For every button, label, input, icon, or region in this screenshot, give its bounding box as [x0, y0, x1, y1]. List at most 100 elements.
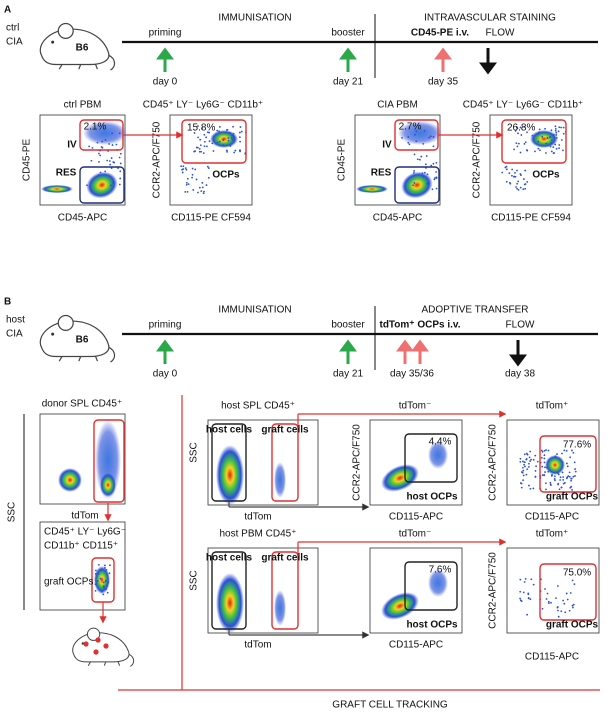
density — [398, 121, 442, 145]
event-dot — [563, 449, 566, 452]
arrow — [156, 47, 174, 72]
event-dot — [519, 186, 522, 189]
event-dot — [104, 170, 107, 173]
event-dot — [570, 485, 573, 488]
event-dot — [544, 471, 546, 473]
event-dot — [553, 134, 555, 136]
label: OCPs — [212, 170, 240, 181]
event-dot — [432, 136, 435, 138]
event-dot — [408, 143, 411, 146]
event-dot — [218, 140, 221, 143]
label: graft cells — [261, 425, 309, 436]
event-dot — [516, 145, 519, 148]
label: graft cells — [261, 553, 309, 564]
event-dot — [571, 449, 573, 452]
event-dot — [519, 482, 522, 484]
event-dot — [555, 136, 558, 139]
event-dot — [526, 468, 529, 471]
event-dot — [206, 145, 208, 148]
label: CCR2-APC/F750 — [152, 121, 163, 198]
event-dot — [99, 577, 102, 580]
label: host — [6, 315, 25, 326]
event-dot — [201, 186, 204, 189]
arrow — [396, 339, 414, 364]
label: day 21 — [333, 77, 363, 88]
density — [381, 464, 419, 492]
label: CD45-APC — [373, 213, 422, 224]
event-dot — [529, 487, 532, 490]
event-dot — [572, 603, 575, 606]
label: RES — [56, 168, 77, 179]
event-dot — [206, 165, 209, 168]
plot-frame — [39, 114, 126, 206]
event-dot — [216, 129, 219, 132]
density — [216, 445, 244, 505]
gate — [394, 166, 440, 204]
event-dot — [556, 585, 559, 587]
label: day 0 — [153, 77, 178, 88]
event-dot — [519, 126, 522, 129]
event-dot — [186, 177, 189, 180]
event-dot — [572, 475, 575, 478]
event-dot — [118, 132, 121, 135]
event-dot — [523, 125, 526, 128]
event-dot — [534, 150, 536, 153]
event-dot — [513, 148, 515, 151]
event-dot — [560, 126, 562, 129]
label: host SPL CD45⁺ — [221, 401, 295, 412]
event-dot — [197, 125, 199, 127]
event-dot — [185, 183, 188, 186]
event-dot — [522, 469, 525, 472]
event-dot — [523, 463, 525, 466]
event-dot — [232, 136, 235, 139]
event-dot — [401, 137, 403, 139]
event-dot — [543, 457, 546, 460]
event-dot — [549, 145, 552, 148]
plot-frame — [169, 114, 253, 206]
event-dot — [240, 130, 243, 133]
event-dot — [524, 183, 527, 185]
label: graft OCPs — [546, 620, 599, 631]
event-dot — [517, 142, 520, 145]
event-dot — [543, 450, 546, 452]
gate — [271, 551, 299, 630]
event-dot — [558, 144, 561, 146]
event-dot — [425, 155, 428, 157]
event-dot — [522, 178, 525, 180]
event-dot — [106, 584, 108, 587]
event-dot — [109, 163, 112, 166]
event-dot — [96, 141, 99, 144]
event-dot — [543, 474, 546, 476]
event-dot — [232, 135, 235, 138]
tracking-line — [118, 395, 600, 691]
event-dot — [564, 611, 567, 614]
label: CCR2-APC/F750 — [472, 121, 483, 198]
event-dot — [88, 145, 91, 148]
density — [401, 171, 433, 199]
label: FLOW — [506, 320, 535, 331]
event-dot — [504, 166, 507, 169]
event-dot — [515, 142, 518, 145]
event-dot — [522, 460, 524, 463]
event-dot — [192, 189, 195, 191]
plot-frame — [506, 547, 600, 634]
event-dot — [550, 601, 552, 604]
event-dot — [544, 152, 547, 154]
event-dot — [108, 143, 111, 145]
event-dot — [529, 598, 532, 601]
label: graft OCPs — [44, 577, 93, 588]
event-dot — [184, 191, 187, 193]
event-dot — [197, 191, 199, 194]
event-dot — [199, 138, 202, 141]
event-dot — [509, 182, 512, 185]
event-dot — [231, 138, 234, 141]
event-dot — [203, 190, 205, 193]
arrow — [479, 48, 497, 75]
event-dot — [557, 483, 560, 486]
event-dot — [572, 606, 574, 609]
label: 77.6% — [563, 440, 591, 451]
event-dot — [413, 182, 416, 184]
event-dot — [519, 151, 522, 154]
panel-label: B — [4, 297, 11, 308]
